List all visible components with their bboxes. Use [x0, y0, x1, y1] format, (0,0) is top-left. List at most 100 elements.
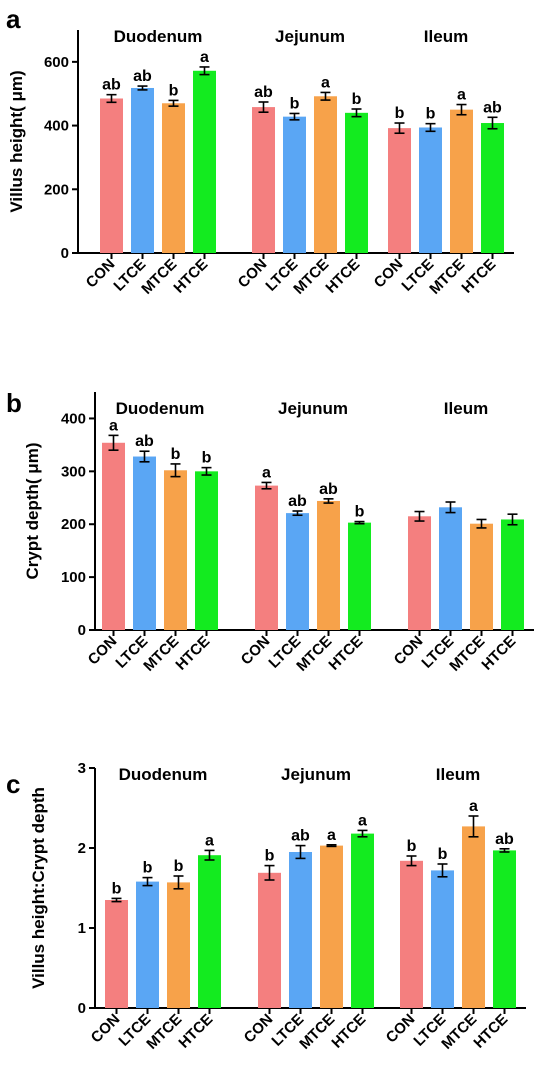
- segment-title: Jejunum: [278, 399, 348, 418]
- significance-label: a: [200, 49, 209, 66]
- significance-label: ab: [102, 77, 121, 94]
- bar-htce: [198, 855, 221, 1008]
- significance-label: b: [426, 106, 436, 123]
- x-tick-label: HTCE: [478, 633, 519, 674]
- x-tick-label: HTCE: [325, 633, 366, 674]
- x-tick-label: MTCE: [143, 1011, 185, 1053]
- significance-label: ab: [483, 99, 502, 116]
- significance-label: ab: [288, 493, 307, 510]
- y-tick-label: 2: [78, 840, 86, 857]
- significance-label: ab: [319, 481, 338, 498]
- significance-label: a: [321, 74, 330, 91]
- significance-label: a: [109, 417, 118, 434]
- bar-htce: [193, 70, 216, 253]
- y-axis-label: Villus height( μm): [7, 70, 26, 212]
- significance-label: b: [352, 91, 362, 108]
- bar-con: [400, 860, 423, 1008]
- bar-mtce: [470, 523, 493, 630]
- y-axis-label: Villus height:Crypt depth: [29, 787, 48, 989]
- y-tick-label: 3: [78, 760, 86, 777]
- segment-title: Ileum: [424, 27, 468, 46]
- bar-ltce: [431, 870, 454, 1008]
- significance-label: b: [395, 105, 405, 122]
- bar-con: [105, 900, 128, 1008]
- panel-letter: a: [6, 4, 21, 34]
- x-tick-label: HTCE: [175, 1011, 216, 1052]
- bar-ltce: [131, 87, 154, 253]
- y-tick-label: 0: [78, 1000, 86, 1017]
- y-tick-label: 200: [44, 181, 69, 198]
- bar-htce: [481, 123, 504, 253]
- y-tick-label: 400: [44, 118, 69, 135]
- x-tick-label: HTCE: [170, 256, 211, 297]
- y-tick-label: 300: [61, 463, 86, 480]
- bar-mtce: [317, 500, 340, 630]
- x-tick-label: HTCE: [470, 1011, 511, 1052]
- x-tick-label: MTCE: [426, 256, 468, 298]
- bar-con: [258, 872, 281, 1008]
- significance-label: b: [112, 880, 122, 897]
- bar-htce: [348, 522, 371, 630]
- segment-title: Ileum: [444, 399, 488, 418]
- x-tick-label: MTCE: [290, 256, 332, 298]
- x-tick-label: MTCE: [446, 633, 488, 675]
- bar-mtce: [162, 103, 185, 254]
- bar-ltce: [289, 852, 312, 1008]
- bar-mtce: [450, 109, 473, 254]
- significance-label: a: [205, 832, 214, 849]
- x-tick-label: MTCE: [140, 633, 182, 675]
- bar-ltce: [133, 456, 156, 630]
- x-tick-label: MTCE: [438, 1011, 480, 1053]
- bar-htce: [351, 833, 374, 1008]
- bar-mtce: [462, 826, 485, 1008]
- x-tick-label: HTCE: [328, 1011, 369, 1052]
- bar-con: [255, 485, 278, 630]
- bar-mtce: [164, 470, 187, 630]
- significance-label: b: [202, 450, 212, 467]
- bar-con: [100, 98, 123, 253]
- significance-label: a: [358, 812, 367, 829]
- significance-label: b: [143, 860, 153, 877]
- bar-htce: [501, 519, 524, 630]
- panel-letter: b: [6, 388, 22, 418]
- bar-mtce: [320, 845, 343, 1008]
- significance-label: ab: [254, 84, 273, 101]
- bar-con: [102, 442, 125, 630]
- y-tick-label: 0: [78, 622, 86, 639]
- y-axis-label: Crypt depth( μm): [23, 443, 42, 580]
- y-tick-label: 100: [61, 569, 86, 586]
- significance-label: ab: [135, 433, 154, 450]
- bar-con: [388, 128, 411, 253]
- significance-label: b: [290, 95, 300, 112]
- bar-ltce: [439, 507, 462, 630]
- bar-mtce: [167, 882, 190, 1008]
- significance-label: ab: [133, 68, 152, 85]
- bar-htce: [345, 112, 368, 253]
- significance-label: b: [407, 838, 417, 855]
- bar-ltce: [136, 881, 159, 1008]
- bar-con: [252, 107, 275, 253]
- x-tick-label: MTCE: [138, 256, 180, 298]
- significance-label: a: [262, 464, 271, 481]
- significance-label: b: [265, 848, 275, 865]
- significance-label: b: [171, 446, 181, 463]
- segment-title: Duodenum: [116, 399, 205, 418]
- significance-label: b: [438, 846, 448, 863]
- bar-ltce: [283, 116, 306, 253]
- segment-title: Jejunum: [275, 27, 345, 46]
- y-tick-label: 0: [61, 245, 69, 262]
- bar-htce: [195, 471, 218, 630]
- significance-label: a: [457, 87, 466, 104]
- segment-title: Duodenum: [114, 27, 203, 46]
